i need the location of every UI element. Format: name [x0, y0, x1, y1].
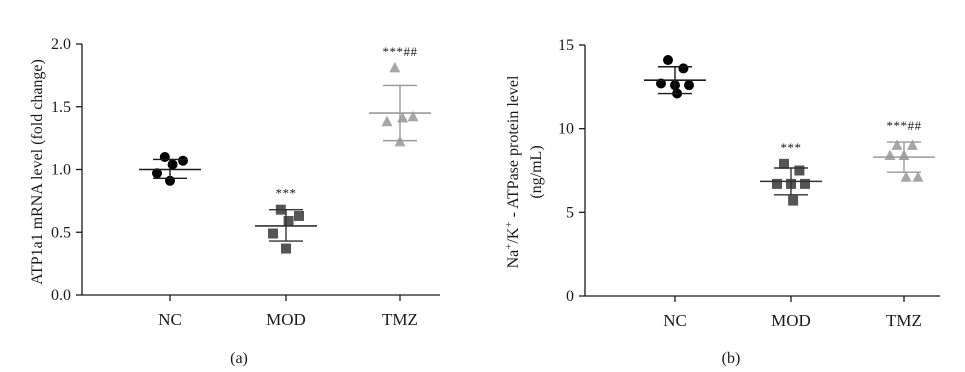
panel-a-y-ticks: 0.0 0.5 1.0 1.5 2.0 [51, 36, 82, 304]
panel-b-data-marks: *** ***## [644, 55, 935, 206]
series-mod: *** [760, 140, 822, 206]
data-point [772, 178, 782, 189]
x-tick-label: TMZ [886, 311, 922, 330]
significance-label: ***## [887, 118, 922, 133]
panel-a-axes [81, 44, 440, 296]
y-tick-label: 0.0 [51, 287, 71, 304]
data-point [788, 195, 799, 206]
data-point [906, 139, 918, 150]
data-point [381, 115, 393, 127]
data-point [281, 243, 291, 254]
y-tick-label: 1.5 [51, 99, 71, 116]
data-point [912, 171, 924, 182]
data-point [152, 168, 162, 179]
y-tick-label: 0 [566, 288, 574, 305]
panel-b-y-axis-unit: (ng/mL) [528, 145, 545, 198]
y-tick-label: 10 [558, 121, 574, 138]
panel-b-y-axis-label: Na+/K+ - ATPase protein level [503, 75, 522, 268]
y-tick-label: 5 [566, 204, 574, 221]
data-point [663, 55, 673, 66]
panel-b-x-ticks: NC MOD TMZ [663, 296, 922, 330]
data-point [656, 78, 666, 89]
series-mod: *** [255, 186, 317, 254]
x-tick-label: MOD [771, 311, 811, 330]
y-tick-label: 15 [558, 37, 574, 54]
x-tick-label: TMZ [382, 310, 418, 329]
series-tmz: ***## [369, 44, 431, 147]
data-point [159, 151, 170, 162]
y-tick-label: 1.0 [51, 162, 71, 179]
panel-a-label: (a) [230, 350, 248, 367]
significance-label: *** [781, 140, 802, 155]
data-point [167, 159, 178, 170]
x-tick-label: NC [663, 311, 687, 330]
panel-b-y-ticks: 0 5 10 15 [558, 37, 585, 305]
panel-a-chart: ATP1a1 mRNA level (fold change) 0.0 0.5 1.… [29, 36, 440, 367]
data-point [268, 228, 278, 239]
data-point [800, 178, 810, 189]
data-point [678, 63, 689, 74]
y-tick-label: 0.5 [51, 224, 71, 241]
panel-b-chart: Na+/K+ - ATPase protein level (ng/mL) 0 5… [503, 37, 940, 367]
panel-b-label: (b) [722, 350, 741, 367]
y-tick-label: 2.0 [51, 36, 71, 53]
data-point [294, 210, 304, 221]
data-point [794, 165, 805, 176]
panel-a-y-axis-label: ATP1a1 mRNA level (fold change) [29, 59, 46, 285]
data-point [684, 80, 694, 91]
data-point [884, 149, 896, 160]
series-nc [644, 55, 706, 99]
data-point [407, 110, 419, 122]
data-point [900, 171, 912, 182]
data-point [779, 158, 789, 169]
series-nc [139, 151, 201, 186]
x-tick-label: NC [158, 310, 182, 329]
data-point [178, 155, 188, 166]
series-tmz: ***## [873, 118, 935, 182]
data-point [389, 61, 401, 73]
x-tick-label: MOD [266, 310, 306, 329]
panel-b-axes [584, 45, 940, 297]
panel-a-data-marks: *** ***## [139, 44, 431, 254]
data-point [891, 139, 903, 150]
data-point [283, 215, 294, 226]
panel-a-x-ticks: NC MOD TMZ [158, 295, 418, 329]
significance-label: ***## [383, 44, 418, 59]
significance-label: *** [276, 186, 297, 201]
